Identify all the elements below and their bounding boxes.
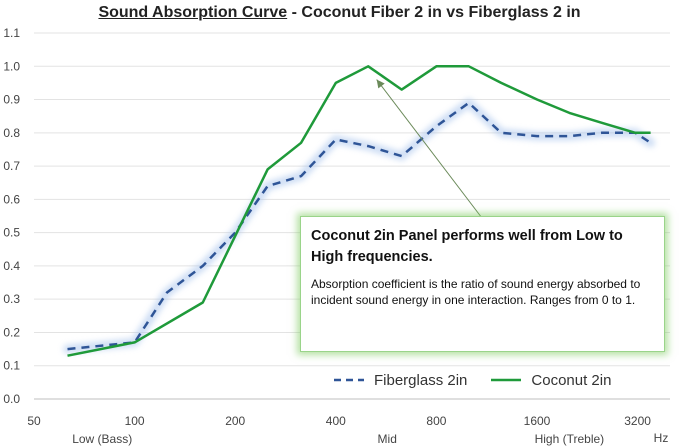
chart-title-sub: - Coconut Fiber 2 in vs Fiberglass 2 in bbox=[287, 4, 581, 21]
x-tick-label: 1600 bbox=[524, 414, 551, 428]
y-tick-label: 0.6 bbox=[3, 192, 20, 206]
y-tick-label: 0.9 bbox=[3, 93, 20, 107]
annotation-body: Absorption coefficient is the ratio of s… bbox=[311, 277, 641, 307]
range-label: High (Treble) bbox=[535, 432, 605, 446]
legend-swatch-fiberglass bbox=[334, 378, 364, 382]
x-tick-label: 50 bbox=[27, 414, 41, 428]
x-unit-label: Hz bbox=[654, 431, 669, 445]
legend-swatch-coconut bbox=[491, 378, 522, 382]
annotation-heading: Coconut 2in Panel performs well from Low… bbox=[311, 228, 623, 265]
legend-item-fiberglass: Fiberglass 2in bbox=[332, 372, 467, 389]
y-tick-label: 0.2 bbox=[3, 325, 20, 339]
y-tick-label: 0.1 bbox=[3, 359, 20, 373]
series-line-coconut-2in bbox=[67, 65, 651, 357]
annotation-callout: Coconut 2in Panel performs well from Low… bbox=[300, 216, 665, 352]
y-tick-label: 0.0 bbox=[3, 392, 20, 406]
y-tick-label: 0.5 bbox=[3, 226, 20, 240]
chart-title-main: Sound Absorption Curve bbox=[98, 4, 288, 21]
x-tick-label: 800 bbox=[426, 414, 446, 428]
range-label: Low (Bass) bbox=[72, 432, 132, 446]
x-tick-label: 400 bbox=[326, 414, 346, 428]
y-tick-label: 0.8 bbox=[3, 126, 20, 140]
legend: Fiberglass 2in Coconut 2in bbox=[332, 368, 633, 392]
legend-label-fiberglass: Fiberglass 2in bbox=[374, 371, 468, 389]
range-label: Mid bbox=[378, 432, 397, 446]
annotation-arrowhead bbox=[376, 79, 385, 89]
x-tick-label: 100 bbox=[125, 414, 145, 428]
y-tick-label: 1.0 bbox=[3, 59, 20, 73]
chart-title: Sound Absorption Curve - Coconut Fiber 2… bbox=[0, 4, 679, 22]
series-line-fiberglass-2in bbox=[67, 101, 652, 351]
annotation-arrow bbox=[376, 79, 486, 223]
y-tick-label: 1.1 bbox=[3, 26, 20, 40]
y-tick-label: 0.4 bbox=[3, 259, 20, 273]
legend-item-coconut: Coconut 2in bbox=[489, 372, 611, 389]
x-tick-label: 200 bbox=[225, 414, 245, 428]
y-tick-label: 0.3 bbox=[3, 292, 20, 306]
y-tick-label: 0.7 bbox=[3, 159, 20, 173]
x-tick-label: 3200 bbox=[624, 414, 651, 428]
legend-label-coconut: Coconut 2in bbox=[531, 371, 612, 389]
